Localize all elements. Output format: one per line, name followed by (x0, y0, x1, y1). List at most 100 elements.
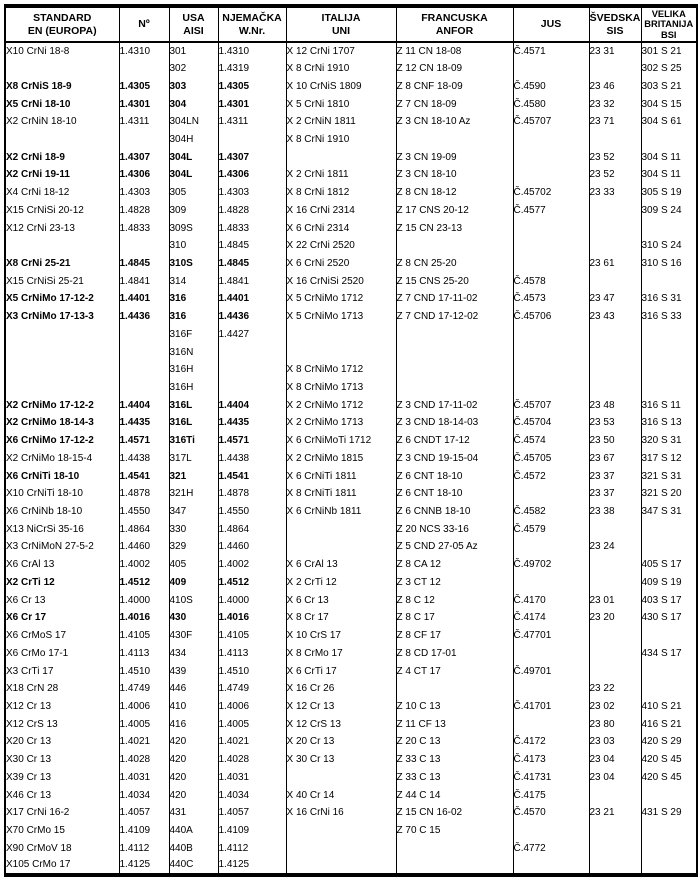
cell (640, 325, 698, 344)
cell: 420 (168, 786, 219, 804)
cell: 309S (168, 219, 219, 237)
cell: 439 (168, 662, 219, 680)
cell: X 6 CrNiTi 1811 (285, 467, 397, 485)
cell: Z 44 C 14 (395, 786, 514, 804)
cell: 410S (168, 591, 219, 609)
table-row: X39 Cr 13 1.4031 420 1.4031 Z 33 C 13 Č.41731… (4, 768, 698, 787)
cell (640, 662, 698, 680)
cell: Z 3 CN 19-09 (395, 148, 514, 167)
cell (512, 130, 590, 149)
cell: 303 (168, 77, 219, 96)
cell (4, 236, 120, 255)
cell: 1.4016 (118, 609, 170, 627)
cell: 1.4305 (217, 77, 287, 96)
cell (640, 679, 698, 698)
cell: 1.4878 (217, 484, 287, 503)
cell (118, 236, 170, 255)
cell: 320 S 31 (640, 431, 698, 450)
cell: Z 8 CF 17 (395, 626, 514, 645)
table-row: X2 CrNi 18-9 1.4307 304L 1.4307 Z 3 CN 19-09… (4, 148, 698, 167)
column-header-no: Nº (118, 6, 170, 43)
cell (588, 219, 642, 237)
cell: X 40 Cr 14 (285, 786, 397, 804)
cell (588, 555, 642, 574)
cell (640, 378, 698, 397)
cell: 303 S 21 (640, 77, 698, 96)
cell: 1.4311 (118, 112, 170, 131)
cell: 405 S 17 (640, 555, 698, 574)
cell (512, 148, 590, 167)
cell (512, 254, 590, 273)
cell: Č.41731 (512, 768, 590, 787)
cell: 304 S 11 (640, 166, 698, 184)
cell: 416 (168, 715, 219, 734)
cell: 1.4028 (118, 750, 170, 769)
cell: 1.4571 (118, 431, 170, 450)
cell (640, 786, 698, 804)
cell (512, 644, 590, 663)
cell: 316F (168, 325, 219, 344)
cell: Č.41701 (512, 697, 590, 716)
cell: 1.4510 (118, 662, 170, 680)
cell: 23 20 (588, 609, 642, 627)
cell: 1.4436 (217, 307, 287, 326)
cell: X 5 CrNiMo 1712 (285, 290, 397, 308)
table-row: X46 Cr 13 1.4034 420 1.4034 X 40 Cr 14 Z 44 C… (4, 786, 698, 804)
table-row: X15 CrNiSi 25-21 1.4841 314 1.4841 X 16 CrNi… (4, 272, 698, 291)
cell: Č.4173 (512, 750, 590, 769)
cell (118, 59, 170, 78)
table-row: X8 CrNiS 18-9 1.4305 303 1.4305 X 10 CrNiS 1… (4, 77, 698, 96)
cell: X 2 CrNiMo 1815 (285, 449, 397, 468)
cell: 316 S 13 (640, 414, 698, 432)
cell: X5 CrNiMo 17-12-2 (4, 290, 120, 308)
cell: 446 (168, 679, 219, 698)
cell: 434 (168, 644, 219, 663)
cell: 1.4310 (217, 42, 287, 60)
cell: X15 CrNiSi 20-12 (4, 201, 120, 220)
cell: X2 CrNiMo 18-14-3 (4, 414, 120, 432)
cell (285, 325, 397, 344)
cell (640, 839, 698, 858)
cell: Z 3 CND 18-14-03 (395, 414, 514, 432)
cell (395, 130, 514, 149)
cell: 1.4306 (217, 166, 287, 184)
table-row: X2 CrNi 19-11 1.4306 304L 1.4306 X 2 CrNi 18… (4, 166, 698, 184)
cell: X8 CrNi 25-21 (4, 254, 120, 273)
cell: 23 67 (588, 449, 642, 468)
cell (118, 343, 170, 361)
table-row: 316F 1.4427 (4, 325, 698, 344)
cell (640, 343, 698, 361)
cell: 314 (168, 272, 219, 291)
cell (4, 360, 120, 379)
cell: X3 CrNiMo 17-13-3 (4, 307, 120, 326)
cell: X 16 CrNi 16 (285, 803, 397, 822)
cell (512, 325, 590, 344)
cell: X 2 CrNiN 1811 (285, 112, 397, 131)
cell: X 12 CrNi 1707 (285, 42, 397, 60)
cell: 329 (168, 538, 219, 556)
cell (640, 857, 698, 875)
cell: Z 8 CN 18-12 (395, 183, 514, 202)
cell: Z 8 C 17 (395, 609, 514, 627)
cell: 316 (168, 290, 219, 308)
cell: X 6 CrNi 2520 (285, 254, 397, 273)
cell: X 2 CrTi 12 (285, 573, 397, 592)
table-row: X8 CrNi 25-21 1.4845 310S 1.4845 X 6 CrNi 25… (4, 254, 698, 273)
cell: 1.4512 (217, 573, 287, 592)
table-row: X30 Cr 13 1.4028 420 1.4028 X 30 Cr 13 Z 33 C… (4, 750, 698, 769)
table-row: X6 CrNiNb 18-10 1.4550 347 1.4550 X 6 CrNiNb… (4, 502, 698, 521)
cell: Z 20 C 13 (395, 733, 514, 751)
table-row: X10 CrNi 18-8 1.4310 301 1.4310 X 12 CrNi 17… (4, 42, 698, 60)
cell: 420 S 29 (640, 733, 698, 751)
table-row: X10 CrNiTi 18-10 1.4878 321H 1.4878 X 8 CrNi… (4, 484, 698, 503)
cell: X 12 Cr 13 (285, 697, 397, 716)
cell: Z 15 CN 23-13 (395, 219, 514, 237)
cell: 304LN (168, 112, 219, 131)
cell: Č.45705 (512, 449, 590, 468)
cell (588, 821, 642, 840)
cell: X12 CrNi 23-13 (4, 219, 120, 237)
column-header-usa-aisi: USA AISI (168, 6, 219, 43)
cell: 420 S 45 (640, 768, 698, 787)
cell: 23 48 (588, 396, 642, 415)
cell: Č.4577 (512, 201, 590, 220)
